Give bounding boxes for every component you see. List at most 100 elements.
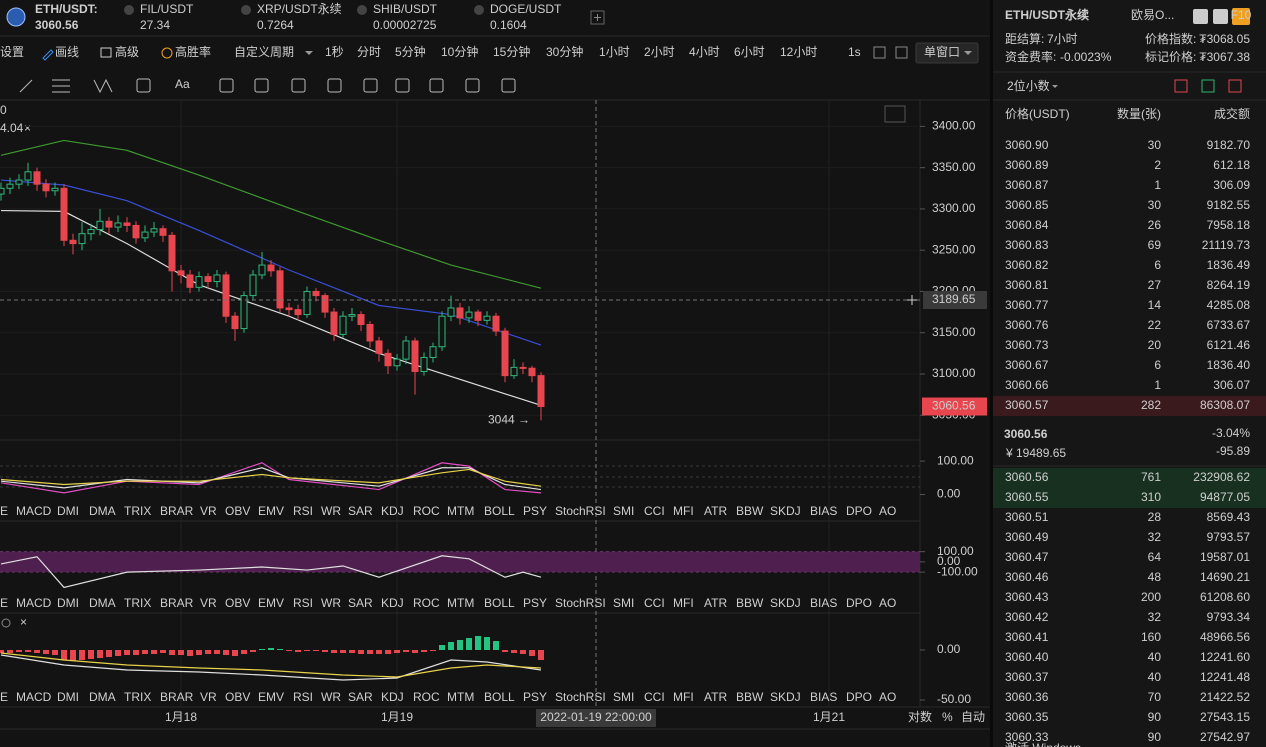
- indicator-tab[interactable]: RSI: [293, 504, 313, 518]
- indicator-tab[interactable]: BBW: [736, 504, 764, 518]
- indicator-tab[interactable]: MFI: [673, 504, 694, 518]
- indicator-tab[interactable]: PSY: [523, 504, 547, 518]
- indicator-tab[interactable]: ROC: [413, 690, 440, 704]
- toolbar-item[interactable]: 设置: [0, 45, 24, 59]
- indicator-tab[interactable]: BRAR: [160, 504, 194, 518]
- indicator-tab[interactable]: PSY: [523, 596, 547, 610]
- drawing-tool[interactable]: [254, 78, 269, 93]
- indicator-tab[interactable]: EMV: [258, 596, 284, 610]
- indicator-tab[interactable]: KDJ: [381, 596, 404, 610]
- add-ticker-button[interactable]: [590, 10, 605, 25]
- view-asks-icon[interactable]: [1228, 79, 1242, 93]
- indicator-tab[interactable]: E: [0, 690, 8, 704]
- indicator-tab[interactable]: MFI: [673, 690, 694, 704]
- period-option[interactable]: 1小时: [599, 45, 630, 59]
- indicator-tab[interactable]: OBV: [225, 504, 250, 518]
- indicator-tab[interactable]: VR: [200, 504, 217, 518]
- indicator-tab[interactable]: DPO: [846, 690, 872, 704]
- indicator-tab[interactable]: E: [0, 596, 8, 610]
- indicator-tab[interactable]: SKDJ: [770, 596, 801, 610]
- indicator-tab[interactable]: BRAR: [160, 690, 194, 704]
- toolbar-item[interactable]: 高胜率: [175, 44, 211, 59]
- indicator-tab[interactable]: BOLL: [484, 596, 515, 610]
- period-option[interactable]: 4小时: [689, 45, 720, 59]
- indicator-tab[interactable]: DMI: [57, 596, 79, 610]
- ticker-symbol[interactable]: ETH/USDT:: [35, 2, 98, 16]
- indicator-tab[interactable]: AO: [879, 690, 896, 704]
- indicator-tab[interactable]: RSI: [293, 690, 313, 704]
- indicator-tab[interactable]: WR: [321, 504, 341, 518]
- axis-option[interactable]: %: [942, 710, 953, 724]
- indicator-tab[interactable]: MFI: [673, 596, 694, 610]
- indicator-tab[interactable]: VR: [200, 596, 217, 610]
- instrument-title[interactable]: ETH/USDT永续: [1005, 7, 1089, 22]
- drawing-tool[interactable]: [429, 78, 444, 93]
- indicator-tab[interactable]: E: [0, 504, 8, 518]
- ticker-price[interactable]: 0.00002725: [373, 18, 437, 32]
- toolbar-icon[interactable]: [873, 46, 886, 59]
- logo[interactable]: [6, 7, 26, 27]
- window-select[interactable]: [915, 42, 979, 64]
- drawing-tool[interactable]: [219, 78, 234, 93]
- indicator-tab[interactable]: AO: [879, 504, 896, 518]
- ticker-price[interactable]: 3060.56: [35, 18, 79, 32]
- f10-badge[interactable]: [1232, 8, 1250, 25]
- drawing-tool[interactable]: [363, 78, 378, 93]
- indicator-tab[interactable]: DPO: [846, 596, 872, 610]
- indicator-tab[interactable]: MTM: [447, 690, 474, 704]
- indicator-tab[interactable]: RSI: [293, 596, 313, 610]
- indicator-tab[interactable]: MACD: [16, 690, 52, 704]
- period-option[interactable]: 分时: [357, 45, 381, 59]
- drawing-tool[interactable]: [93, 78, 113, 94]
- indicator-tab[interactable]: BBW: [736, 596, 764, 610]
- indicator-tab[interactable]: TRIX: [124, 596, 151, 610]
- close-icon[interactable]: ×: [24, 121, 31, 135]
- indicator-tab[interactable]: AO: [879, 596, 896, 610]
- indicator-tab[interactable]: ATR: [704, 596, 727, 610]
- indicator-tab[interactable]: EMV: [258, 504, 284, 518]
- ticker-price[interactable]: 0.1604: [490, 18, 527, 32]
- ticker-symbol[interactable]: FIL/USDT: [140, 2, 194, 16]
- indicator-tab[interactable]: ROC: [413, 596, 440, 610]
- interval-toggle[interactable]: 1s: [848, 45, 861, 59]
- toolbar-item[interactable]: 自定义周期: [234, 44, 294, 59]
- indicator-tab[interactable]: PSY: [523, 690, 547, 704]
- indicator-tab[interactable]: OBV: [225, 596, 250, 610]
- indicator-tab[interactable]: BBW: [736, 690, 764, 704]
- indicator-tab[interactable]: BIAS: [810, 690, 837, 704]
- drawing-tool[interactable]: [291, 78, 306, 93]
- ticker-symbol[interactable]: XRP/USDT永续: [257, 2, 342, 16]
- ticker-symbol[interactable]: DOGE/USDT: [490, 2, 562, 16]
- indicator-tab[interactable]: SMI: [613, 690, 634, 704]
- drawing-tool[interactable]: [501, 78, 516, 93]
- indicator-tab[interactable]: TRIX: [124, 504, 151, 518]
- drawing-tool[interactable]: [136, 78, 151, 93]
- indicator-tab[interactable]: KDJ: [381, 504, 404, 518]
- indicator-tab[interactable]: ROC: [413, 504, 440, 518]
- settings-icon[interactable]: [1, 618, 11, 628]
- favorite-icon[interactable]: [1213, 9, 1228, 24]
- view-bids-icon[interactable]: [1201, 79, 1215, 93]
- fullscreen-icon[interactable]: [884, 105, 906, 123]
- window-mode[interactable]: 单窗口: [924, 45, 960, 59]
- drawing-tool[interactable]: [19, 79, 33, 93]
- f10-label[interactable]: F10: [1231, 8, 1252, 22]
- indicator-tab[interactable]: CCI: [644, 596, 665, 610]
- indicator-tab[interactable]: SAR: [348, 504, 373, 518]
- indicator-tab[interactable]: SKDJ: [770, 504, 801, 518]
- close-icon[interactable]: ×: [20, 615, 27, 629]
- indicator-tab[interactable]: DMI: [57, 504, 79, 518]
- drawing-tool[interactable]: [465, 78, 480, 93]
- indicator-tab[interactable]: SAR: [348, 690, 373, 704]
- indicator-tab[interactable]: WR: [321, 596, 341, 610]
- indicator-tab[interactable]: DMA: [89, 504, 116, 518]
- toolbar-item[interactable]: 画线: [55, 45, 79, 59]
- view-both-icon[interactable]: [1174, 79, 1188, 93]
- period-option[interactable]: 15分钟: [493, 44, 530, 59]
- indicator-tab[interactable]: StochRSI: [555, 596, 606, 610]
- indicator-tab[interactable]: DMI: [57, 690, 79, 704]
- indicator-tab[interactable]: OBV: [225, 690, 250, 704]
- axis-option[interactable]: 自动: [961, 710, 985, 724]
- indicator-tab[interactable]: StochRSI: [555, 504, 606, 518]
- period-option[interactable]: 10分钟: [441, 44, 478, 59]
